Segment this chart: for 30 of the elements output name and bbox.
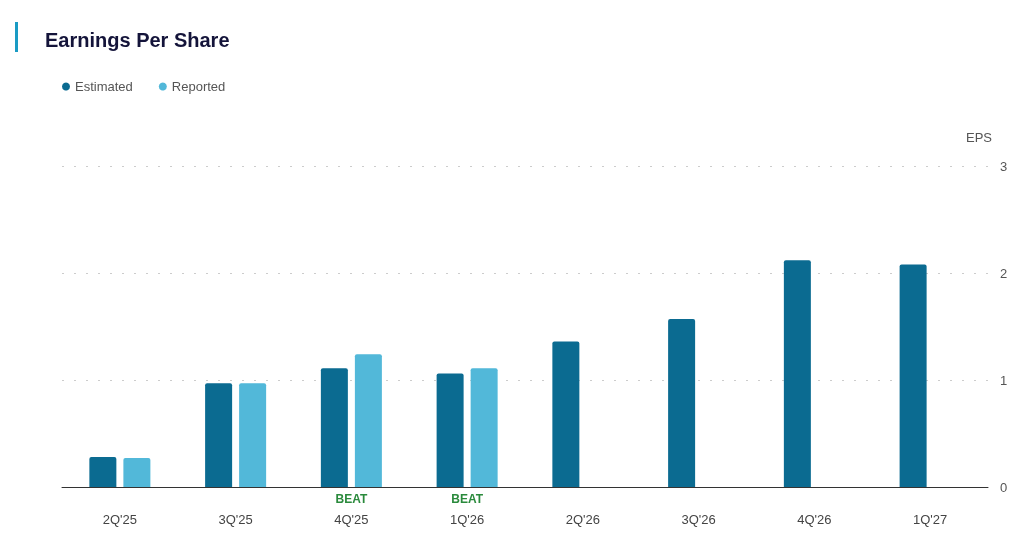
bar [470, 368, 498, 487]
bar [552, 341, 580, 487]
text: BEAT [335, 492, 368, 506]
x-tick-label: 1Q'27 [912, 512, 948, 527]
x-tick-label: 4Q'25 [334, 512, 369, 527]
y-tick-label: 0 [1000, 479, 1008, 495]
y-axis-title: EPS [965, 130, 993, 145]
x-tick-label: 2Q'26 [565, 512, 601, 527]
text: BEAT [451, 492, 484, 506]
bar [899, 264, 927, 487]
bar [89, 457, 117, 487]
bar [239, 383, 267, 487]
x-tick-label: 4Q'26 [797, 512, 832, 527]
legend-label: Reported [171, 79, 226, 94]
bar [205, 383, 233, 487]
x-tick-label: 2Q'25 [102, 512, 138, 527]
bar [123, 458, 151, 487]
y-tick-label: 3 [1000, 158, 1008, 174]
y-tick-label: 1 [1000, 372, 1008, 388]
x-tick-label: 3Q'26 [681, 512, 716, 527]
bar [436, 373, 464, 487]
x-tick-label: 3Q'25 [218, 512, 253, 527]
x-tick-label: 1Q'26 [449, 512, 485, 527]
bar [783, 260, 811, 487]
bar [668, 319, 696, 487]
legend-label: Estimated [75, 79, 133, 94]
bar [320, 368, 348, 487]
chart-title: Earnings Per Share [45, 29, 230, 51]
y-tick-label: 2 [1000, 265, 1008, 281]
bar [354, 354, 382, 487]
